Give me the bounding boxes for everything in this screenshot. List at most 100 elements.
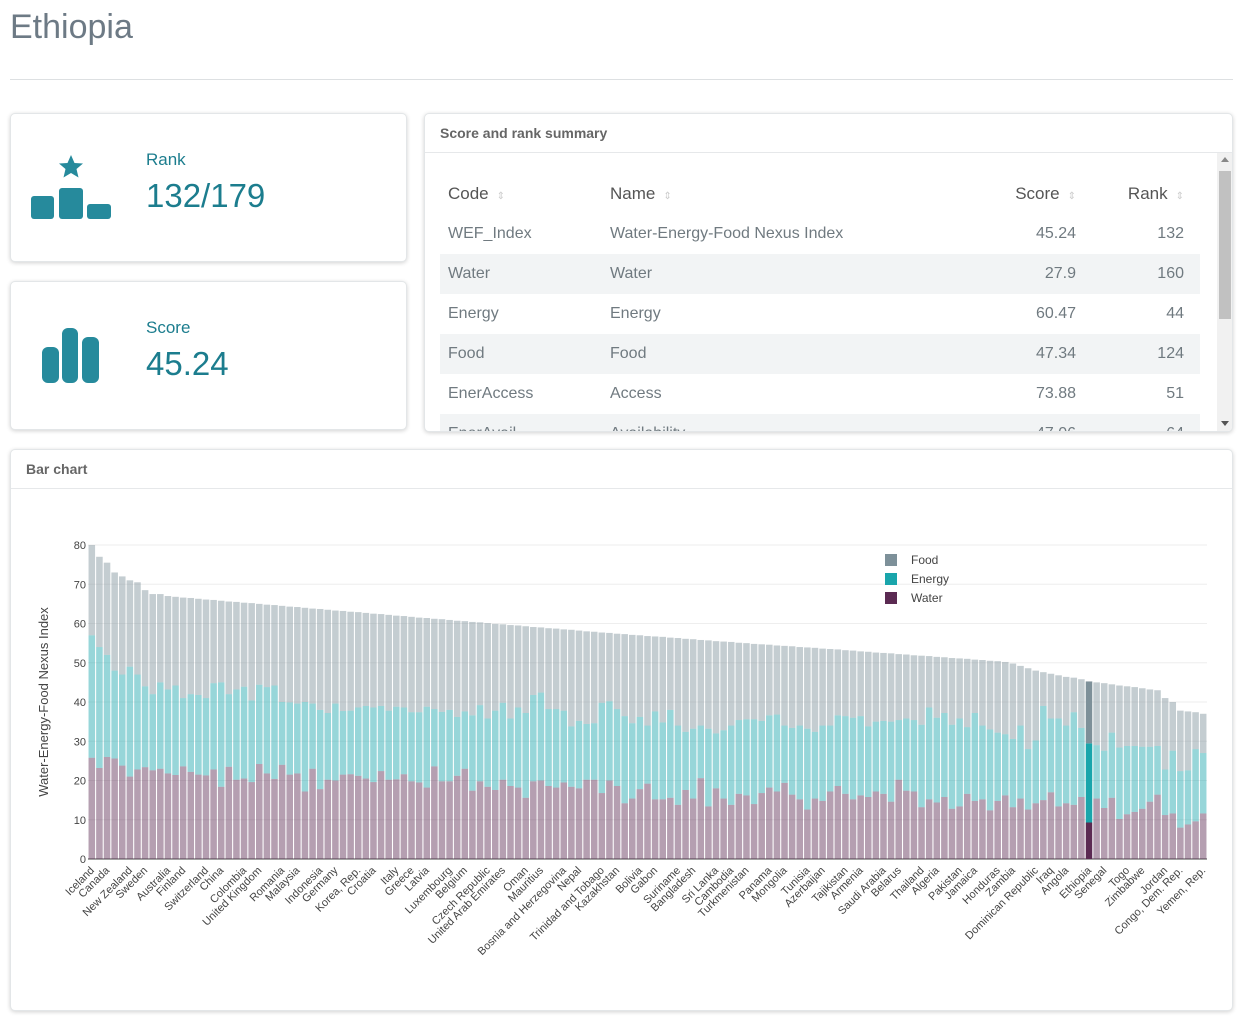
table-cell: EnerAvail: [440, 414, 602, 431]
bar-segment: [530, 781, 537, 859]
bar-segment: [157, 768, 164, 859]
bar-segment: [164, 773, 172, 859]
bar-segment: [385, 710, 392, 780]
bar-segment: [301, 607, 309, 702]
bar-segment: [651, 636, 659, 712]
bar-segment: [674, 638, 682, 726]
scrollbar[interactable]: [1217, 153, 1232, 431]
bar-segment: [179, 698, 187, 767]
bar-segment: [347, 710, 354, 775]
bar-segment: [1062, 725, 1070, 804]
bar-segment: [1184, 824, 1192, 859]
scroll-up[interactable]: [1221, 157, 1229, 162]
bar-segment: [1093, 798, 1100, 859]
bar-segment: [103, 654, 111, 757]
rank-icon: [31, 155, 111, 219]
bar-segment: [415, 782, 423, 859]
bar-segment: [948, 808, 956, 859]
bar-segment: [1024, 749, 1032, 810]
bar-segment: [705, 640, 712, 729]
bar-segment: [1108, 797, 1116, 859]
bar-segment: [735, 642, 743, 721]
bar-segment: [697, 778, 705, 859]
bar-segment: [431, 618, 438, 710]
bar-segment: [476, 705, 484, 782]
bar-segment: [1161, 769, 1169, 816]
bar-segment: [1192, 749, 1199, 822]
column-header[interactable]: Rank ⇕: [1092, 174, 1200, 214]
bar-segment: [217, 786, 225, 859]
bar-segment: [948, 658, 956, 725]
bar-segment: [568, 629, 575, 727]
bar-segment: [956, 718, 963, 807]
bar-segment: [994, 732, 1001, 801]
bar-segment: [187, 771, 195, 859]
bar-segment: [712, 733, 720, 789]
bar-segment: [1199, 753, 1207, 814]
bar-segment: [621, 634, 628, 717]
bar-segment: [1199, 713, 1207, 754]
bar-segment: [552, 787, 560, 859]
column-label: Code: [448, 184, 489, 203]
bar-segment: [149, 694, 156, 771]
bar-segment: [1177, 827, 1184, 859]
bar-segment: [743, 795, 750, 859]
bar-segment: [96, 556, 103, 648]
bar-segment: [233, 779, 240, 859]
bar-segment: [1146, 801, 1154, 859]
bar-segment: [705, 806, 712, 859]
column-header[interactable]: Code ⇕: [440, 174, 602, 214]
scroll-thumb[interactable]: [1219, 171, 1231, 319]
bar-segment: [750, 719, 758, 805]
bar-segment: [446, 619, 453, 710]
column-header[interactable]: Score ⇕: [982, 174, 1092, 214]
bar-segment: [636, 716, 644, 790]
table-cell: Energy: [448, 305, 499, 322]
bar-segment: [804, 728, 811, 810]
bar-segment: [96, 647, 103, 768]
bar-segment: [1047, 718, 1055, 793]
bar-segment: [1017, 665, 1024, 726]
bar-segment: [431, 709, 438, 767]
bar-segment: [903, 790, 910, 859]
bar-segment: [712, 641, 720, 734]
bar-segment: [910, 720, 918, 792]
bar-segment: [537, 780, 545, 859]
bar-segment: [286, 702, 293, 775]
bar-segment: [925, 656, 933, 708]
bar-segment: [217, 682, 225, 787]
table-cell: 44: [1166, 305, 1184, 322]
bar-segment: [263, 773, 271, 859]
bar-segment: [400, 774, 408, 859]
bar-segment: [507, 718, 514, 786]
bar-segment: [712, 788, 720, 859]
bar-segment: [1040, 705, 1047, 801]
bar-segment: [134, 582, 141, 675]
bar-segment: [857, 716, 864, 796]
bar-segment: [750, 804, 758, 859]
bar-segment: [347, 611, 354, 711]
bar-segment: [864, 651, 872, 727]
bar-segment: [88, 635, 96, 758]
y-tick-label: 20: [74, 776, 86, 788]
legend-swatch: [885, 592, 897, 604]
bar-segment: [195, 774, 202, 859]
bar-segment: [225, 766, 233, 859]
bar-segment: [667, 709, 674, 798]
column-header[interactable]: Name ⇕: [602, 174, 982, 214]
bar-segment: [1070, 712, 1078, 805]
bar-segment: [1024, 809, 1032, 859]
bar-segment: [773, 714, 781, 792]
bar-segment: [826, 725, 834, 792]
bar-segment: [735, 793, 743, 859]
bar-segment: [453, 775, 461, 859]
bar-segment: [423, 787, 431, 859]
table-cell: 47.06: [982, 414, 1092, 431]
bar-segment: [842, 793, 849, 859]
bar-segment: [887, 721, 895, 802]
bar-segment: [804, 647, 811, 729]
table-cell: Food: [602, 334, 982, 374]
bar-segment: [309, 703, 316, 769]
bar-segment: [788, 646, 796, 728]
scroll-down[interactable]: [1221, 421, 1229, 426]
